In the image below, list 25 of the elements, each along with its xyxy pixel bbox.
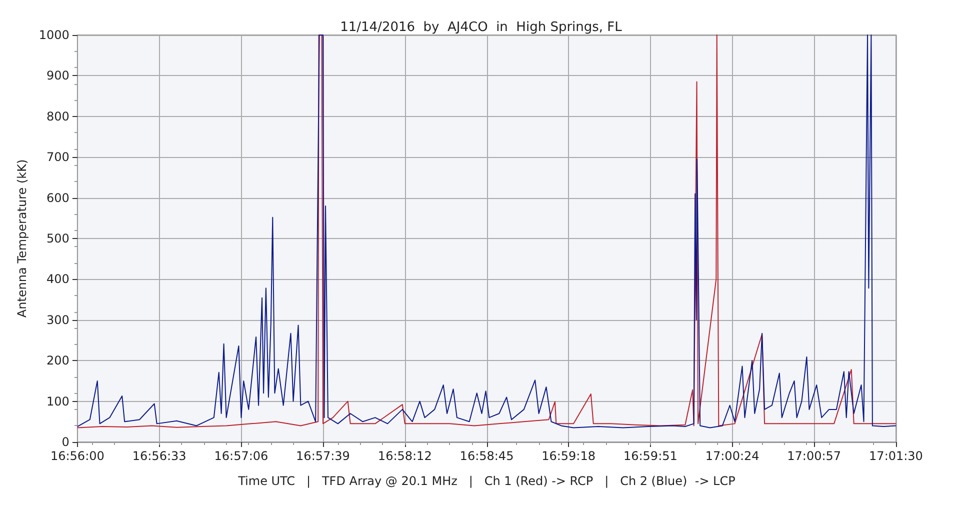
x-tick-label: 17:00:24: [705, 449, 760, 463]
y-tick-label: 1000: [38, 28, 70, 42]
x-tick-label: 16:56:00: [50, 449, 104, 463]
y-tick-label: 900: [46, 68, 70, 83]
chart-title: 11/14/2016 by AJ4CO in High Springs, FL: [340, 20, 623, 35]
y-tick-label: 300: [46, 312, 70, 327]
x-tick-label: 16:58:45: [460, 449, 514, 463]
x-tick-label: 16:57:39: [296, 449, 350, 463]
y-tick-label: 800: [46, 109, 70, 124]
x-tick-label: 16:58:12: [378, 449, 432, 463]
x-axis-title: Time UTC | TFD Array @ 20.1 MHz | Ch 1 (Red) -> RCP | Ch 2 (Blue) -> LCP: [237, 474, 736, 488]
y-tick-label: 200: [46, 354, 70, 368]
x-tick-label: 16:59:51: [623, 449, 678, 463]
x-tick-label: 16:56:33: [132, 449, 186, 463]
x-tick-label: 16:59:18: [542, 449, 596, 463]
y-axis-title: Antenna Temperature (kK): [15, 159, 29, 318]
x-tick-label: 17:00:57: [787, 449, 842, 463]
y-tick-label: 400: [46, 272, 70, 286]
y-tick-label: 100: [46, 394, 70, 408]
x-tick-label: 17:01:30: [869, 449, 923, 463]
y-tick-label: 0: [62, 435, 70, 449]
x-tick-label: 16:57:06: [214, 449, 268, 463]
y-tick-label: 500: [46, 232, 70, 246]
y-tick-label: 600: [46, 190, 70, 205]
y-tick-label: 700: [46, 150, 70, 164]
